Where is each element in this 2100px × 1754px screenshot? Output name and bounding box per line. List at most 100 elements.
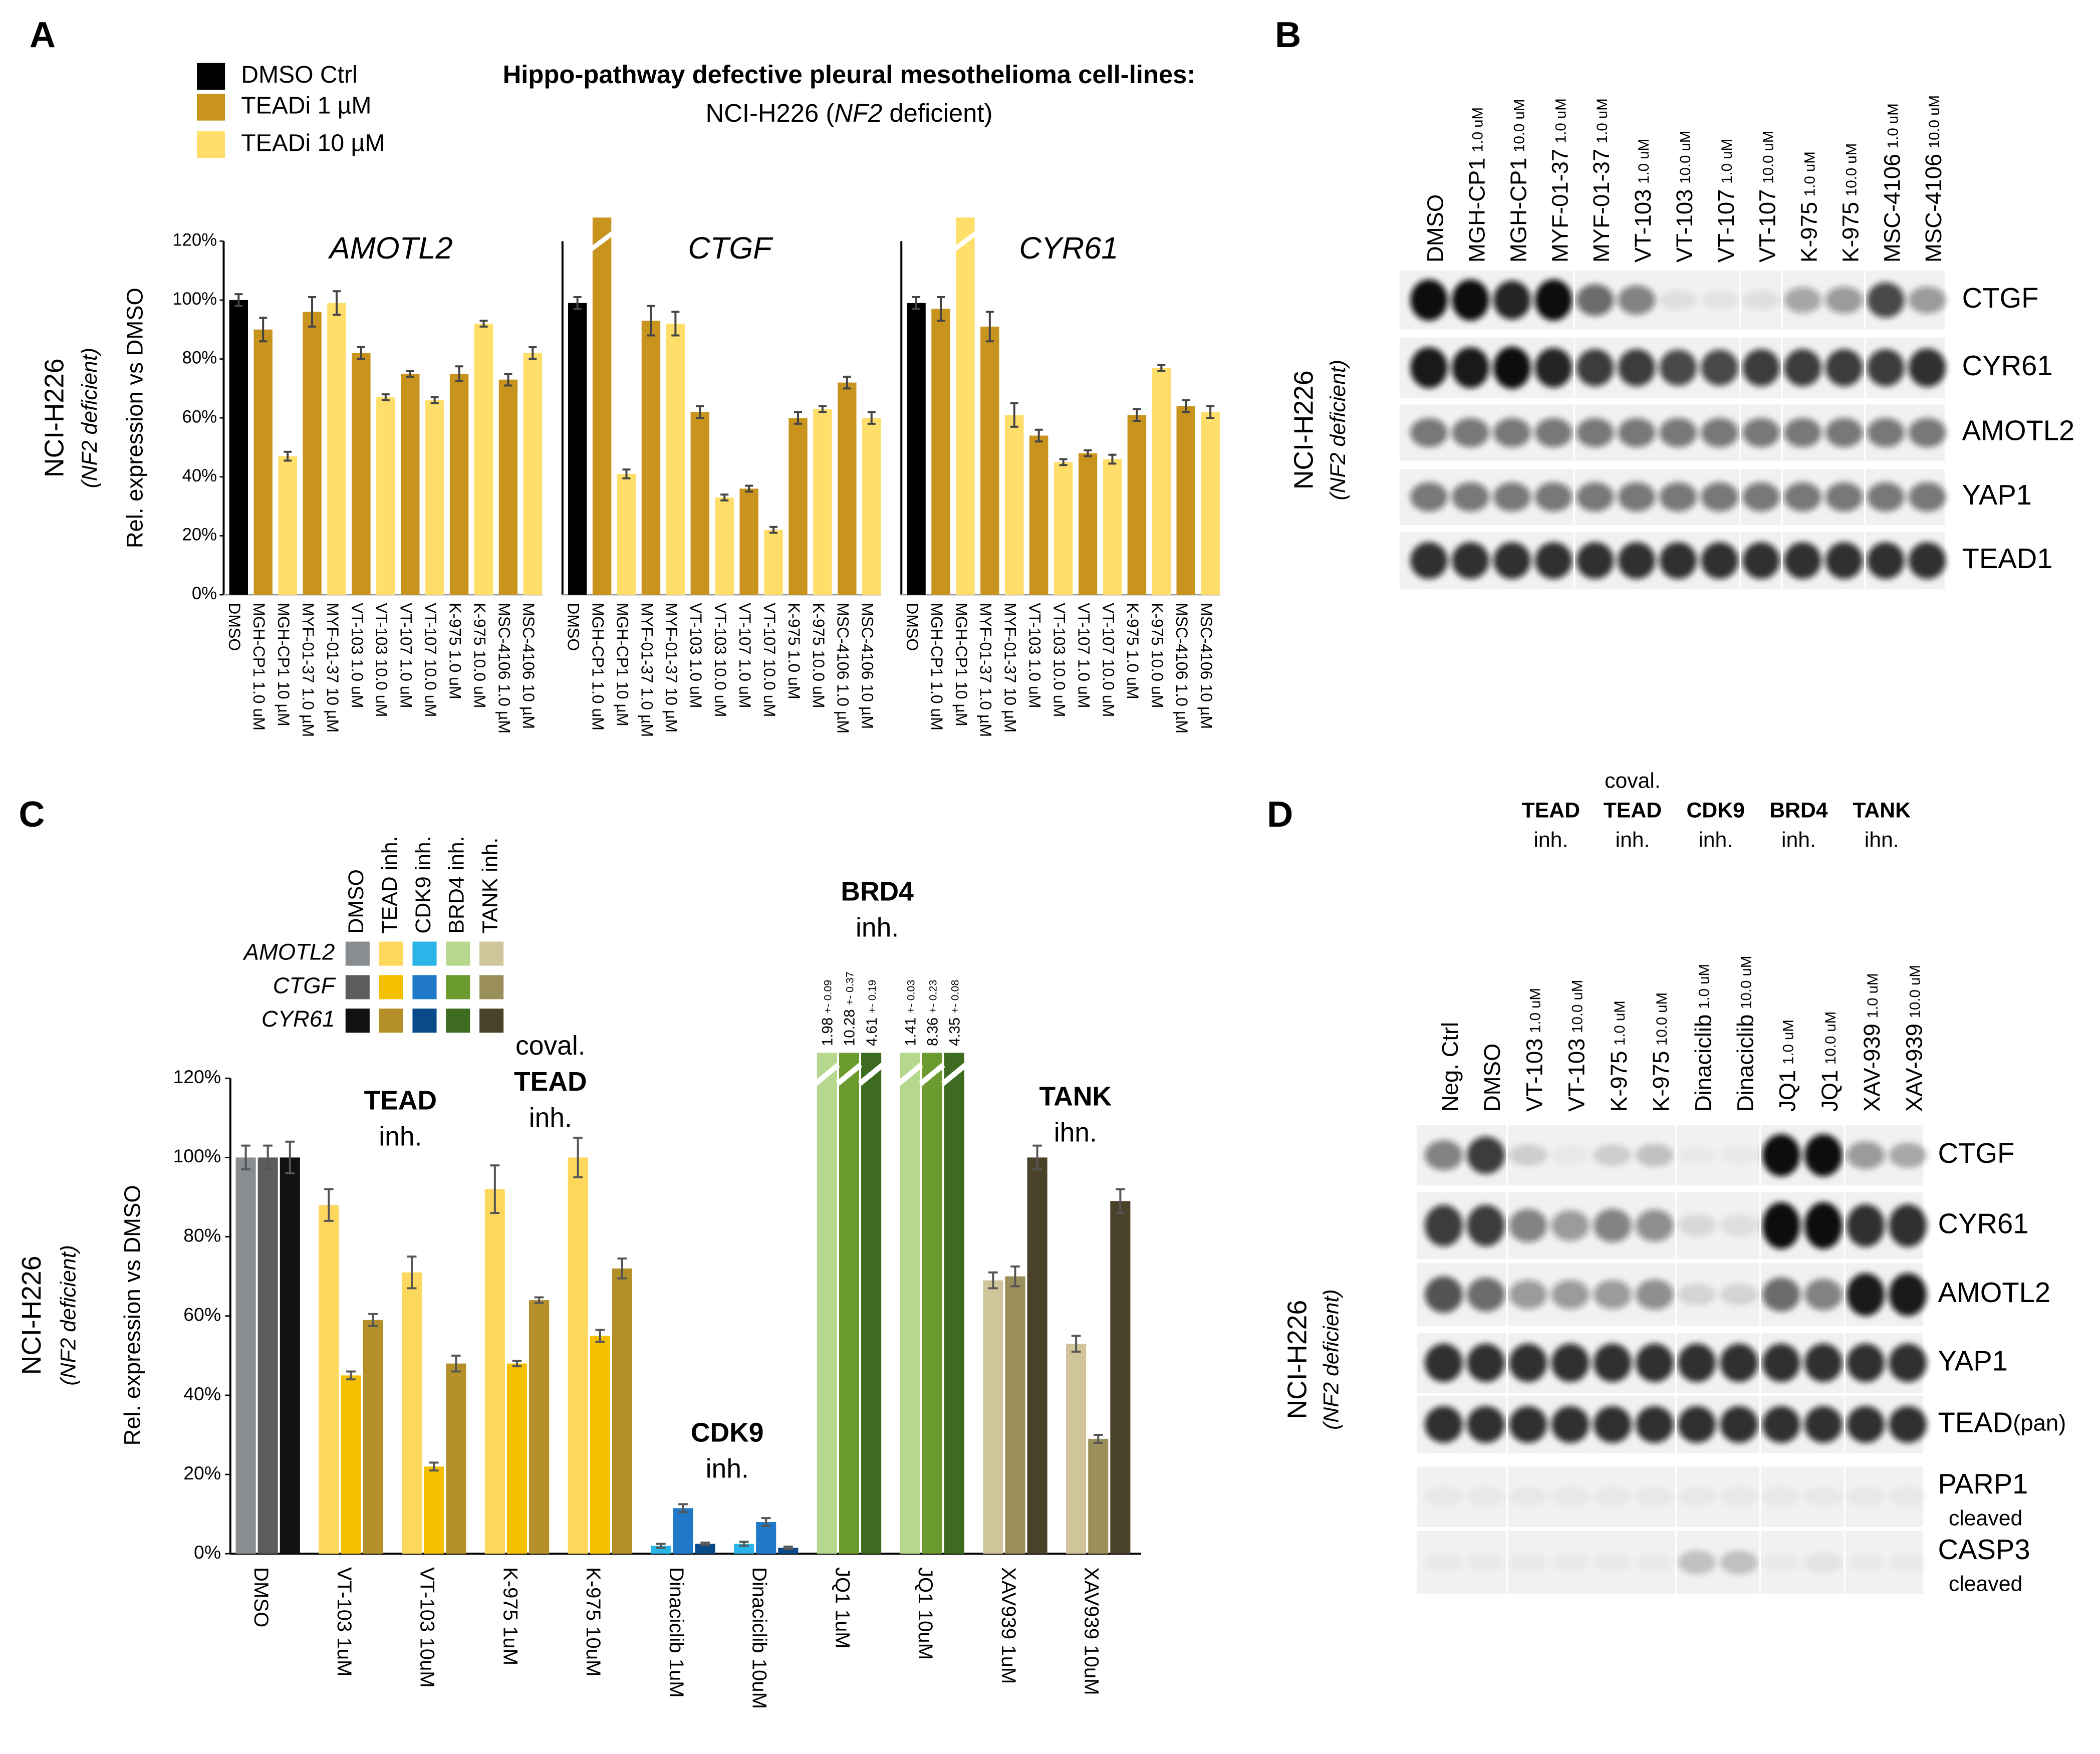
error-bar [284,450,292,462]
blot-bands [1678,1550,1843,1575]
lane-label: VT-103 1.0 uM [1521,988,1547,1112]
row-label: CYR61 [1962,350,2053,381]
data-label-error: +- 0.09 [822,980,834,1014]
lane-label: K-975 1.0 uM [1796,151,1822,263]
x-tick-label: XAV939 1uM [997,1567,1019,1684]
legend-swatch [379,975,403,999]
band [1534,542,1572,579]
band [1593,1280,1632,1309]
band [1493,418,1531,447]
bar [425,400,444,595]
lane-dose: 1.0 uM [1636,139,1652,184]
band [1867,349,1905,387]
lane-dose: 10.0 uM [1677,131,1694,184]
band [1701,542,1739,579]
x-tick-label: JQ1 1uM [831,1567,853,1649]
annotation: TEAD [514,1067,587,1097]
error-bar [1093,1433,1103,1444]
lane-name: MGH-CP1 [1505,158,1531,263]
lane-dose: 1.0 uM [1865,973,1881,1018]
band [1720,1214,1758,1237]
x-tick-label: VT-107 10.0 uM [1099,603,1117,717]
band [1678,1550,1716,1575]
bar [1005,415,1024,595]
band [1742,349,1780,387]
band [1847,1406,1885,1443]
lane-dose: 1.0 uM [1527,988,1543,1033]
y-axis-label: Rel. expression vs DMSO [119,1185,145,1445]
bar [568,303,587,595]
axis-break [941,1063,967,1086]
row-name: CTGF [1938,1137,2015,1169]
lane-label: VT-103 10.0 uM [1672,131,1697,263]
error-bar [700,1542,710,1546]
lane-name: VT-103 [1521,1039,1547,1112]
lane-dose: 1.0 uM [1801,151,1818,196]
error-bar [1206,405,1215,419]
lane-dose: 1.0 uM [1552,98,1569,143]
band [1576,542,1614,579]
band [1467,1343,1505,1382]
bar [907,303,926,595]
band [1678,1343,1716,1382]
lane-name: XAV-939 [1859,1024,1885,1112]
legend-column-label: DMSO [344,869,368,933]
error-bar [936,296,945,322]
bar [980,326,999,595]
error-bar [407,1256,417,1290]
lane-label: VT-103 1.0 uM [1630,139,1656,263]
error-bar [843,375,851,390]
band [1425,1487,1463,1507]
band [1410,347,1448,388]
lane-name: MYF-01-37 [1589,149,1614,263]
row-label: CYR61 [1938,1207,2029,1239]
row-name: CASP3 [1938,1534,2030,1565]
error-bar [241,1144,250,1171]
band [1762,1406,1800,1443]
row-note: cleaved [1949,1572,2022,1596]
error-bar [678,1503,688,1514]
side-label: NCI-H226 [40,358,69,477]
bar [529,1300,550,1554]
band [1636,1279,1674,1310]
axis-break [836,1063,863,1086]
data-label-error: +- 0.08 [949,980,961,1014]
band [1659,542,1697,579]
bar [257,1157,278,1554]
error-bar [512,1360,522,1368]
lane-label: MGH-CP1 1.0 uM [1464,107,1490,263]
legend-swatch [379,1009,403,1033]
band [1847,1141,1885,1169]
band [1576,418,1614,447]
error-bar [504,372,512,387]
band [1720,1343,1758,1382]
bar [341,1375,361,1554]
error-bar [324,1188,334,1222]
band [1636,1406,1674,1443]
bar [363,1320,383,1554]
band [1847,1487,1885,1507]
bar [229,300,248,595]
band [1867,542,1905,579]
row-label: AMOTL2 [1962,414,2075,446]
band [1659,290,1697,310]
side-note: (NF2 deficient) [78,348,102,488]
bar [612,1268,632,1554]
panel-label: C [19,795,45,835]
row-name: CYR61 [1938,1207,2029,1239]
y-tick-label: 120% [172,230,217,249]
lane-dose: 10.0 uM [1822,1012,1839,1065]
bar [1054,462,1073,595]
x-tick-label: K-975 10.0 uM [1148,603,1166,708]
bar [402,1272,422,1554]
data-label: 1.41 +- 0.03 [902,980,919,1046]
error-bar [490,1164,500,1214]
lane-label: VT-103 10.0 uM [1564,980,1590,1112]
side-label: NCI-H226 [1282,1300,1312,1419]
legend-swatch [446,1009,470,1033]
lane-dose: 1.0 uM [1696,964,1712,1009]
bar [327,303,346,595]
lane-name: K-975 [1648,1051,1674,1112]
y-tick-label: 20% [183,1462,221,1483]
